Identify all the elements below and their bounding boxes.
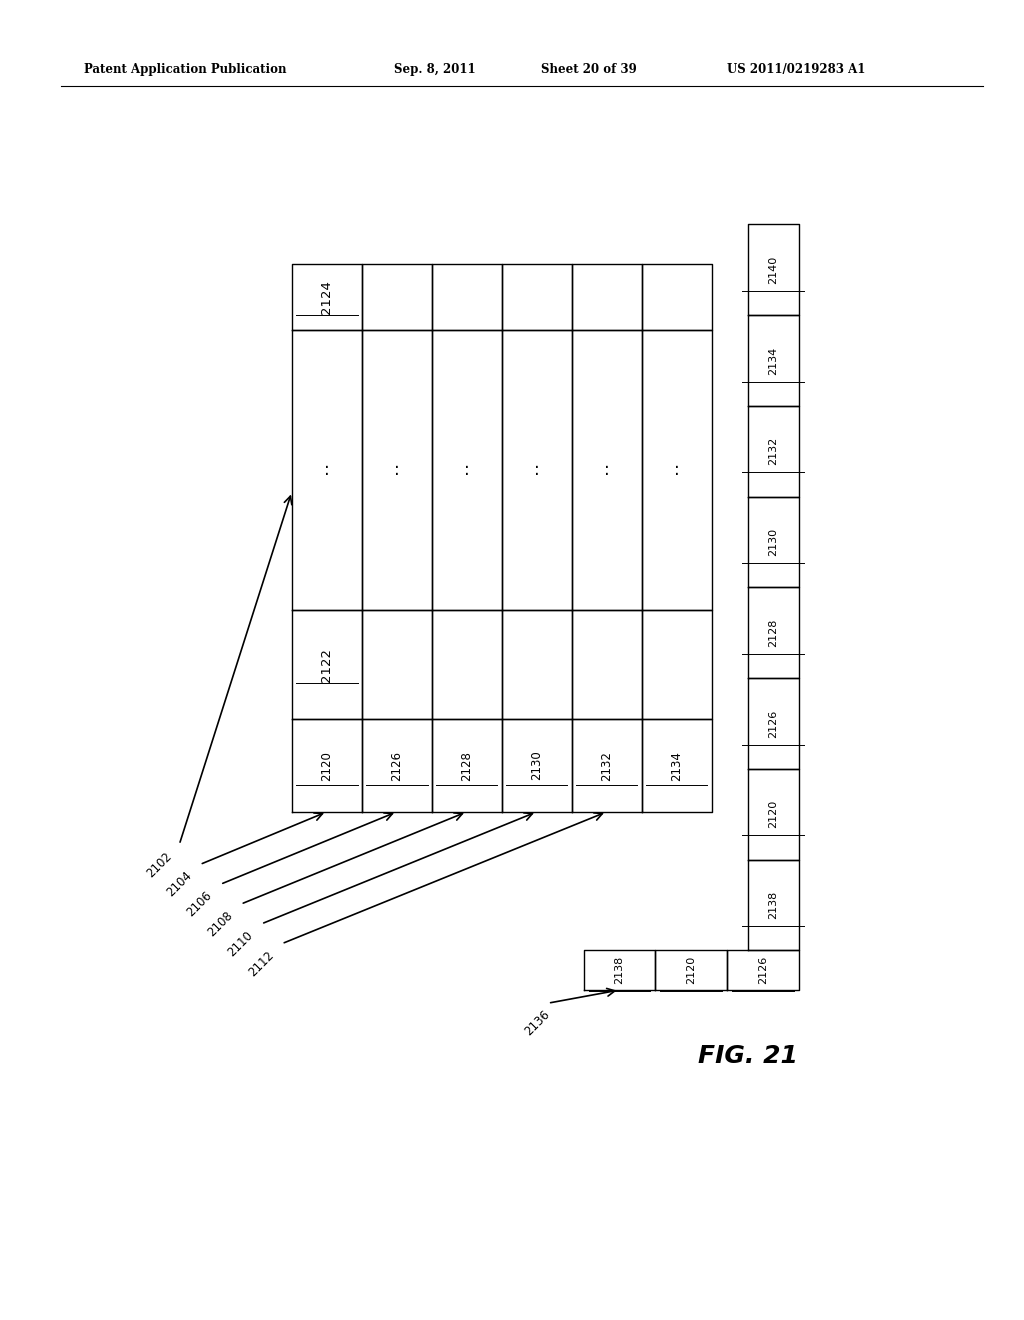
- Text: 2138: 2138: [614, 956, 625, 985]
- Text: 2102: 2102: [143, 850, 174, 879]
- Text: 2132: 2132: [600, 751, 613, 780]
- Text: Patent Application Publication: Patent Application Publication: [84, 63, 287, 77]
- Text: :: :: [394, 461, 399, 479]
- Text: 2130: 2130: [768, 528, 778, 556]
- Text: 2134: 2134: [768, 346, 778, 375]
- Text: 2122: 2122: [321, 648, 334, 681]
- Text: 2106: 2106: [184, 890, 215, 919]
- Text: 2132: 2132: [768, 437, 778, 466]
- Text: :: :: [604, 461, 609, 479]
- Text: 2120: 2120: [768, 800, 778, 829]
- Text: 2128: 2128: [768, 619, 778, 647]
- Text: :: :: [464, 461, 470, 479]
- Text: Sheet 20 of 39: Sheet 20 of 39: [541, 63, 637, 77]
- Text: 2104: 2104: [164, 870, 195, 899]
- Text: 2110: 2110: [225, 929, 256, 958]
- Text: 2138: 2138: [768, 891, 778, 919]
- Text: 2112: 2112: [246, 948, 276, 979]
- Text: 2120: 2120: [686, 956, 696, 985]
- Text: 2134: 2134: [670, 751, 683, 780]
- Text: 2140: 2140: [768, 256, 778, 284]
- Text: 2124: 2124: [321, 280, 334, 314]
- Text: US 2011/0219283 A1: US 2011/0219283 A1: [727, 63, 865, 77]
- Text: 2128: 2128: [460, 751, 473, 780]
- Text: 2126: 2126: [758, 956, 768, 985]
- Text: 2130: 2130: [530, 751, 544, 780]
- Text: :: :: [324, 461, 330, 479]
- Text: FIG. 21: FIG. 21: [697, 1044, 798, 1068]
- Text: :: :: [674, 461, 680, 479]
- Text: :: :: [534, 461, 540, 479]
- Text: 2126: 2126: [768, 709, 778, 738]
- Text: 2136: 2136: [522, 1008, 553, 1038]
- Text: 2126: 2126: [390, 751, 403, 780]
- Text: Sep. 8, 2011: Sep. 8, 2011: [394, 63, 476, 77]
- Text: 2108: 2108: [205, 909, 236, 939]
- Text: 2120: 2120: [321, 751, 334, 780]
